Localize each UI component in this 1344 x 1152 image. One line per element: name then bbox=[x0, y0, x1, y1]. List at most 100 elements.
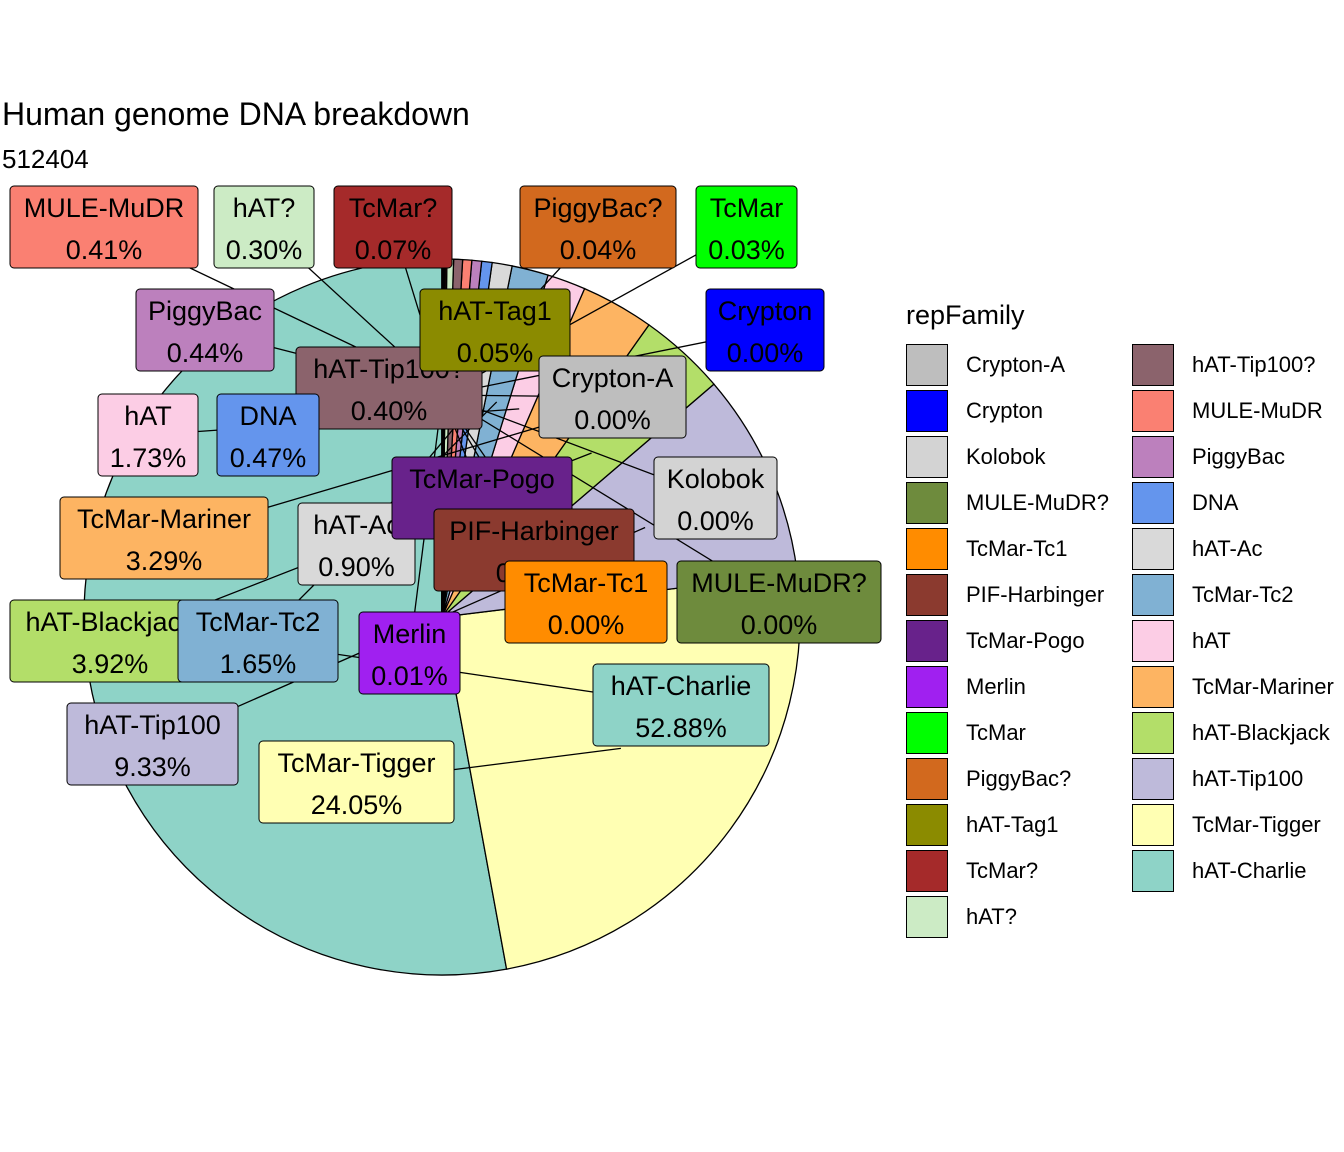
legend-key bbox=[906, 666, 948, 708]
legend-label: Merlin bbox=[966, 674, 1026, 699]
legend-item-tcmar-tc2: TcMar-Tc2 bbox=[1132, 572, 1293, 618]
legend-item-tcmar: TcMar? bbox=[906, 848, 1038, 894]
slice-label-box bbox=[695, 185, 798, 269]
slice-label-name: Crypton bbox=[718, 296, 813, 326]
legend-label: Crypton-A bbox=[966, 352, 1066, 377]
slice-label-box bbox=[419, 288, 571, 372]
legend-item-piggybac: PiggyBac? bbox=[906, 756, 1071, 802]
slice-label-merlin: Merlin 0.01% bbox=[358, 611, 461, 695]
slice-label-percent: 3.29% bbox=[126, 546, 203, 576]
slice-label-box bbox=[592, 663, 770, 747]
slice-label-percent: 52.88% bbox=[635, 713, 727, 743]
slice-label-hat-tag1: hAT-Tag1 0.05% bbox=[419, 288, 571, 372]
legend-key bbox=[1132, 666, 1174, 708]
legend-key bbox=[1132, 528, 1174, 570]
slice-label-hat-tip100: hAT-Tip100 9.33% bbox=[66, 702, 239, 786]
slice-label-percent: 0.05% bbox=[457, 338, 534, 368]
legend-key bbox=[1132, 620, 1174, 662]
slice-label-hat-blackjack: hAT-Blackjack 3.92% bbox=[9, 599, 211, 683]
slice-label-mule-mudr: MULE-MuDR? 0.00% bbox=[676, 560, 882, 644]
legend-label: TcMar-Pogo bbox=[966, 628, 1085, 653]
slice-label-percent: 0.90% bbox=[318, 552, 395, 582]
legend-item-tcmar: TcMar bbox=[906, 710, 1026, 756]
legend-key bbox=[906, 390, 948, 432]
slice-label-percent: 0.47% bbox=[230, 443, 307, 473]
slice-label-hat-charlie: hAT-Charlie 52.88% bbox=[592, 663, 770, 747]
slice-label-name: hAT-Ac bbox=[313, 510, 400, 540]
legend-label: TcMar-Tigger bbox=[1192, 812, 1321, 837]
slice-label-percent: 0.00% bbox=[548, 610, 625, 640]
slice-label-box bbox=[213, 185, 315, 269]
legend-label: MULE-MuDR bbox=[1192, 398, 1323, 423]
legend-item-tcmar-pogo: TcMar-Pogo bbox=[906, 618, 1085, 664]
slice-label-box bbox=[97, 393, 199, 477]
slice-label-name: PiggyBac bbox=[148, 296, 262, 326]
chart-title: Human genome DNA breakdown bbox=[2, 96, 470, 132]
legend-item-mule-mudr: MULE-MuDR? bbox=[906, 480, 1109, 526]
slice-label-kolobok: Kolobok 0.00% bbox=[653, 456, 778, 540]
legend-item-hat-blackjack: hAT-Blackjack bbox=[1132, 710, 1330, 756]
legend-key bbox=[906, 758, 948, 800]
pie-chart: MULE-MuDR 0.41% hAT? 0.30% TcMar? 0.07% PiggyB… bbox=[9, 185, 882, 976]
slice-label-percent: 0.00% bbox=[741, 610, 818, 640]
slice-label-percent: 9.33% bbox=[114, 752, 191, 782]
slice-label-percent: 3.92% bbox=[72, 649, 149, 679]
legend-item-pif-harbinger: PIF-Harbinger bbox=[906, 572, 1104, 618]
slice-label-name: hAT bbox=[124, 401, 172, 431]
legend-label: hAT-Blackjack bbox=[1192, 720, 1330, 745]
legend-item-crypton: Crypton bbox=[906, 388, 1043, 434]
legend-key bbox=[906, 620, 948, 662]
legend-label: Crypton bbox=[966, 398, 1044, 423]
legend-key bbox=[906, 850, 948, 892]
slice-label-box bbox=[66, 702, 239, 786]
legend-label: hAT-Tag1 bbox=[966, 812, 1059, 837]
slice-label-box bbox=[9, 185, 199, 269]
slice-label-percent: 1.73% bbox=[110, 443, 187, 473]
legend-key bbox=[906, 528, 948, 570]
slice-label-crypton: Crypton 0.00% bbox=[705, 288, 825, 372]
slice-label-tcmar-tc1: TcMar-Tc1 0.00% bbox=[504, 560, 668, 644]
legend-key bbox=[1132, 758, 1174, 800]
legend-key bbox=[1132, 344, 1174, 386]
legend-item-hat: hAT bbox=[1132, 618, 1231, 664]
slice-label-piggybac: PiggyBac 0.44% bbox=[135, 288, 275, 372]
slice-label-name: hAT-Tip100 bbox=[84, 710, 221, 740]
legend-key bbox=[1132, 574, 1174, 616]
slice-label-name: TcMar-Tigger bbox=[277, 748, 435, 778]
legend-item-tcmar-mariner: TcMar-Mariner bbox=[1132, 664, 1334, 710]
slice-label-mule-mudr: MULE-MuDR 0.41% bbox=[9, 185, 199, 269]
slice-label-box bbox=[177, 599, 339, 683]
slice-label-percent: 0.01% bbox=[371, 661, 448, 691]
legend-item-dna: DNA bbox=[1132, 480, 1238, 526]
slice-label-box bbox=[297, 502, 416, 586]
legend-key bbox=[1132, 390, 1174, 432]
legend-item-hat-charlie: hAT-Charlie bbox=[1132, 848, 1307, 894]
slice-label-box bbox=[504, 560, 668, 644]
slice-label-tcmar-mariner: TcMar-Mariner 3.29% bbox=[59, 496, 269, 580]
slice-label-name: PIF-Harbinger bbox=[449, 516, 619, 546]
legend-key bbox=[906, 482, 948, 524]
legend: repFamily Crypton-A Crypton Kolobok MULE-Mu… bbox=[906, 300, 1344, 962]
legend-key bbox=[1132, 712, 1174, 754]
legend-label: PiggyBac bbox=[1192, 444, 1285, 469]
slice-label-box bbox=[216, 393, 320, 477]
legend-key bbox=[906, 436, 948, 478]
legend-item-merlin: Merlin bbox=[906, 664, 1026, 710]
legend-label: hAT? bbox=[966, 904, 1017, 929]
legend-label: PIF-Harbinger bbox=[966, 582, 1105, 607]
slice-label-name: Kolobok bbox=[667, 464, 765, 494]
slice-label-name: hAT-Tag1 bbox=[438, 296, 552, 326]
slice-label-box bbox=[653, 456, 778, 540]
slice-label-name: TcMar bbox=[710, 193, 784, 223]
legend-label: hAT-Ac bbox=[1192, 536, 1263, 561]
slice-label-percent: 0.44% bbox=[167, 338, 244, 368]
slice-label-hat: hAT 1.73% bbox=[97, 393, 199, 477]
slice-label-dna: DNA 0.47% bbox=[216, 393, 320, 477]
legend-item-mule-mudr: MULE-MuDR bbox=[1132, 388, 1323, 434]
slice-label-hat-ac: hAT-Ac 0.90% bbox=[297, 502, 416, 586]
slice-label-name: TcMar-Tc2 bbox=[196, 607, 321, 637]
slice-label-box bbox=[258, 740, 455, 824]
slice-label-box bbox=[135, 288, 275, 372]
slice-label-name: MULE-MuDR bbox=[24, 193, 185, 223]
slice-label-percent: 24.05% bbox=[311, 790, 403, 820]
